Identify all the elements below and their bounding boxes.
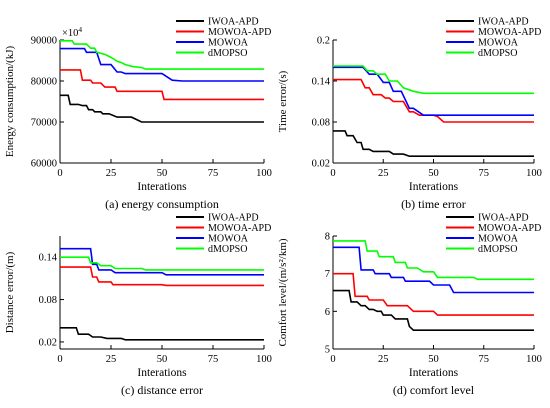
chart-panel-1: 0 25 50 75 100 60000 70000 80000 90000 ×104 Intera… (4, 17, 272, 212)
y-tick-label: 0.02 (39, 337, 57, 348)
chart-panel-3: 0 25 50 75 100 0.02 0.08 0.14 Interations Distanc… (4, 213, 272, 398)
series-line-mowoa-apd (333, 272, 534, 316)
y-tick-label: 0.2 (317, 36, 330, 47)
x-tick-label: 50 (428, 354, 439, 365)
series-line-mowoa (333, 66, 534, 116)
legend-label: MOWOA (478, 38, 519, 49)
y-tick-label: 5 (325, 345, 330, 356)
x-tick-label: 25 (106, 354, 117, 365)
x-tick-label: 50 (157, 354, 168, 365)
x-tick-label: 100 (526, 168, 542, 179)
series-line-mowoa (60, 47, 264, 82)
chart-panel-4: 0 25 50 75 100 5 6 7 8 Interations Comfort level/(… (277, 213, 542, 398)
subfigure-caption: (a) energy consumption (105, 197, 219, 211)
x-tick-label: 100 (526, 354, 542, 365)
x-tick-label: 50 (157, 168, 168, 179)
y-tick-label: 0.14 (39, 253, 58, 264)
legend-label: IWOA-APD (478, 213, 529, 224)
x-tick-label: 0 (57, 354, 62, 365)
series-line-mowoa (60, 247, 264, 276)
y-tick-label: 0.08 (39, 295, 57, 306)
y-tick-label: 70000 (31, 118, 57, 129)
y-axis-label: Distance error/(m) (4, 251, 16, 333)
x-axis-label: Interations (137, 181, 187, 193)
multiplier-base: ×10 (62, 28, 78, 39)
x-tick-label: 0 (330, 168, 335, 179)
x-tick-label: 50 (428, 168, 439, 179)
y-tick-label: 0.02 (312, 159, 330, 170)
legend-label: dMOPSO (208, 244, 247, 255)
x-tick-label: 75 (208, 354, 219, 365)
legend-label: MOWOA-APD (478, 27, 541, 38)
series-line-dmopso (60, 39, 264, 70)
legend-label: MOWOA (478, 234, 519, 245)
legend-label: MOWOA-APD (208, 27, 271, 38)
series-line-dmopso (60, 256, 264, 271)
x-tick-label: 25 (378, 354, 389, 365)
y-tick-label: 80000 (31, 77, 57, 88)
y-axis-label: Time error/(s) (277, 70, 289, 132)
y-tick-label: 60000 (31, 159, 57, 170)
subfigure-caption: (d) comfort level (393, 383, 475, 397)
y-tick-label: 8 (325, 232, 330, 243)
axis-multiplier: ×104 (62, 25, 82, 39)
y-tick-label: 0.14 (312, 77, 331, 88)
x-tick-label: 0 (57, 168, 62, 179)
y-tick-label: 90000 (31, 36, 57, 47)
multiplier-exponent: 4 (78, 25, 82, 34)
x-tick-label: 0 (330, 354, 335, 365)
series-line-iwoa-apd (333, 130, 534, 157)
legend-label: IWOA-APD (208, 213, 259, 224)
y-tick-label: 0.08 (312, 118, 330, 129)
legend-label: dMOPSO (478, 48, 517, 59)
series-line-iwoa-apd (60, 326, 264, 341)
x-tick-label: 100 (256, 354, 272, 365)
legend-label: IWOA-APD (478, 17, 529, 28)
series-line-dmopso (333, 240, 534, 281)
series-line-mowoa-apd (60, 266, 264, 287)
series-line-iwoa-apd (333, 289, 534, 332)
legend-label: dMOPSO (478, 244, 517, 255)
x-tick-label: 75 (479, 354, 490, 365)
legend-label: MOWOA-APD (478, 223, 541, 234)
x-tick-label: 100 (256, 168, 272, 179)
legend-label: dMOPSO (208, 48, 247, 59)
series-line-mowoa-apd (60, 69, 264, 101)
x-tick-label: 25 (106, 168, 117, 179)
legend-label: IWOA-APD (208, 17, 259, 28)
y-tick-label: 6 (325, 307, 330, 318)
x-axis-label: Interations (409, 367, 459, 379)
x-axis-label: Interations (409, 181, 459, 193)
y-tick-label: 7 (325, 269, 330, 280)
series-line-dmopso (333, 65, 534, 95)
x-tick-label: 25 (378, 168, 389, 179)
legend-label: MOWOA (208, 234, 249, 245)
subfigure-caption: (c) distance error (121, 383, 203, 397)
series-line-mowoa (333, 246, 534, 294)
chart-panel-2: 0 25 50 75 100 0.02 0.08 0.14 0.2 Interations Time… (277, 17, 542, 212)
x-tick-label: 75 (208, 168, 219, 179)
legend-label: MOWOA (208, 38, 249, 49)
legend-label: MOWOA-APD (208, 223, 271, 234)
y-axis-label: Comfort level/(m/s²/km) (277, 238, 289, 346)
x-tick-label: 75 (479, 168, 490, 179)
series-line-iwoa-apd (60, 94, 264, 123)
subfigure-caption: (b) time error (401, 197, 466, 211)
y-axis-label: Energy consumption/(kJ) (4, 46, 16, 158)
x-axis-label: Interations (137, 367, 187, 379)
